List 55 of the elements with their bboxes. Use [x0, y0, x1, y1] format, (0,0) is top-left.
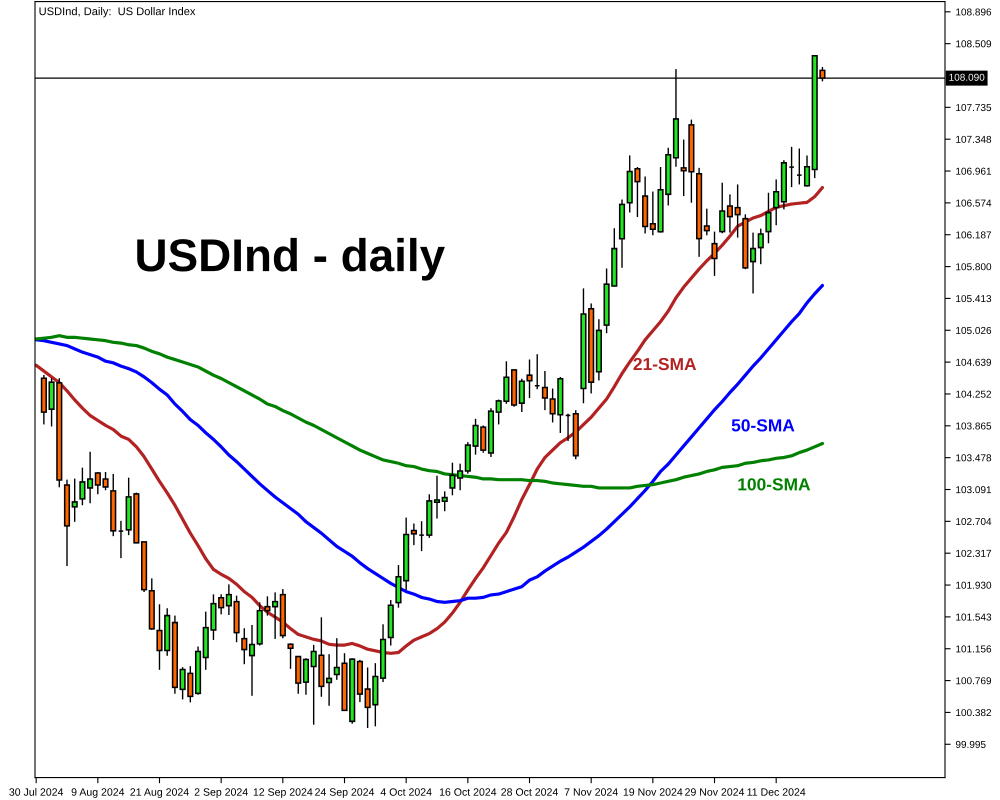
x-tick-label: 16 Oct 2024 [440, 788, 496, 796]
x-tick-label: 12 Sep 2024 [254, 788, 312, 798]
x-tick-label: 24 Sep 2024 [315, 788, 374, 798]
x-tick-label: 9 Aug 2024 [72, 788, 124, 798]
candlestick [796, 148, 802, 186]
candlestick [788, 146, 795, 188]
series-label: 100-SMA [738, 478, 810, 490]
y-tick-label: 106.961 [956, 168, 992, 175]
y-tick-label: 105.026 [956, 326, 992, 334]
y-tick-label: 102.317 [956, 550, 992, 557]
y-tick-label: 100.769 [956, 677, 992, 684]
series-label: 21-SMA [633, 358, 696, 370]
ref-line-label: 108.090 [949, 74, 984, 81]
y-tick-label: 104.252 [956, 390, 992, 398]
candlestick [418, 520, 425, 552]
x-tick-label: 7 Nov 2024 [564, 788, 618, 796]
x-tick-label: 28 Oct 2024 [501, 788, 558, 796]
y-tick-label: 107.348 [956, 136, 992, 143]
candlestick [765, 192, 772, 244]
y-tick-label: 102.704 [956, 518, 992, 526]
annotation: USDInd - daily [137, 238, 445, 281]
candlestick [711, 230, 718, 277]
candlestick [118, 520, 124, 559]
line-series [35, 186, 824, 655]
x-tick-label: 4 Oct 2024 [380, 788, 432, 796]
x-tick-label: 21 Aug 2024 [130, 788, 189, 798]
y-tick-label: 107.735 [956, 104, 992, 112]
y-tick-label: 101.156 [956, 645, 992, 652]
candlestick [410, 522, 417, 546]
y-tick-label: 108.509 [956, 40, 992, 48]
line-series [35, 284, 824, 604]
y-tick-label: 101.543 [956, 614, 992, 621]
y-tick-label: 106.187 [956, 231, 992, 238]
y-tick-label: 103.865 [956, 422, 992, 430]
chart-title: USDInd, Daily: US Dollar Index [40, 7, 196, 18]
x-tick-label: 19 Nov 2024 [624, 788, 682, 796]
y-tick-label: 106.574 [956, 200, 992, 207]
y-tick-label: 99.995 [956, 740, 986, 748]
y-tick-label: 103.091 [956, 486, 992, 494]
candlestick [564, 413, 572, 442]
y-tick-label: 100.382 [956, 709, 992, 716]
y-tick-label: 101.930 [956, 582, 992, 589]
y-tick-label: 108.896 [956, 8, 992, 16]
x-tick-label: 30 Jul 2024 [9, 788, 64, 796]
candlestick [287, 642, 294, 670]
y-tick-label: 105.800 [956, 263, 992, 270]
series-label: 50-SMA [732, 419, 794, 432]
y-tick-label: 103.478 [956, 454, 992, 462]
y-tick-label: 104.639 [956, 358, 992, 366]
x-tick-label: 29 Nov 2024 [685, 788, 744, 796]
candlestick [534, 354, 540, 390]
x-tick-label: 11 Dec 2024 [747, 788, 806, 796]
line-series [35, 334, 824, 490]
x-tick-label: 2 Sep 2024 [194, 788, 248, 798]
y-tick-label: 105.413 [956, 295, 992, 302]
